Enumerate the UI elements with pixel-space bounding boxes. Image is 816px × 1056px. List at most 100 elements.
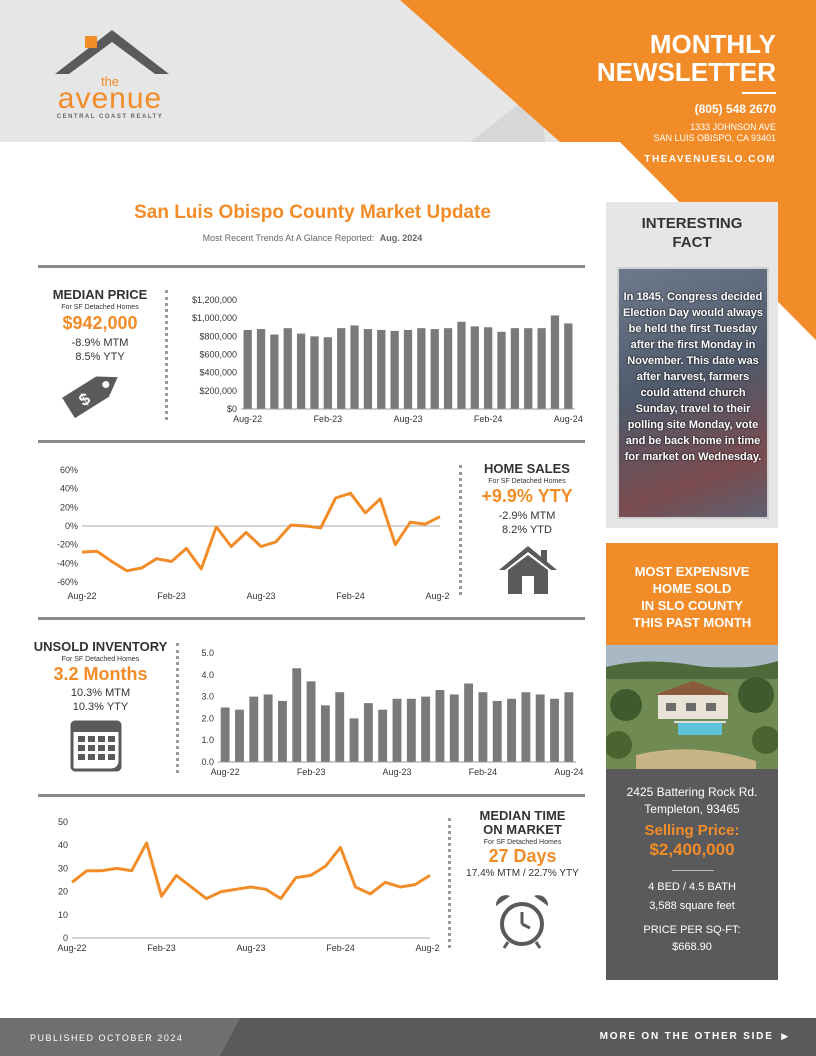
x-tick-label: Feb-24 [469,767,498,777]
price-per-sqft: $668.90 [672,941,712,953]
more-label: MORE ON THE OTHER SIDE [599,1031,774,1042]
home-address-line1: 2425 Battering Rock Rd. [626,785,758,799]
home-sales-mtm: -2.9% MTM [498,510,556,522]
home-sales-title: HOME SALES [484,461,570,476]
market-update-subtitle: Most Recent Trends At A Glance Reported:… [40,233,585,243]
x-tick-label: Aug-23 [236,943,265,953]
me-title-line2: HOME SOLD [652,581,732,596]
bar [278,700,287,762]
selling-price: $2,400,000 [649,840,735,859]
bar [390,330,399,409]
fact-background-image [617,267,769,519]
median-time-change: 17.4% MTM / 22.7% YTY [466,868,579,879]
section-divider [38,265,585,268]
bar [435,690,445,762]
published-date: PUBLISHED OCTOBER 2024 [30,1033,184,1043]
x-tick-label: Aug-23 [393,414,422,424]
bar [235,709,244,762]
more-on-other-side[interactable]: MORE ON THE OTHER SIDE ▶ [600,1031,790,1042]
bar [497,331,506,409]
home-sales-stats: HOME SALES For SF Detached Homes +9.9% Y… [467,461,587,537]
price-divider [672,870,714,871]
y-tick-label: 30 [58,863,68,873]
y-tick-label: $400,000 [199,368,237,378]
y-tick-label: -20% [57,540,78,550]
x-tick-label: Aug-22 [233,414,262,424]
home-sales-chart: -60% -40% -20% 0% 20% 40% 60% Aug-22 Feb-23 Aug-2… [57,465,450,601]
bar [377,329,386,409]
x-tick-label: Feb-24 [336,591,365,601]
square-feet: 3,588 square feet [649,900,735,912]
median-price-mtm: -8.9% MTM [71,337,129,349]
median-time-stats: MEDIAN TIME ON MARKET For SF Detached Ho… [455,809,590,881]
bar [306,681,316,762]
bar [270,334,279,409]
bar [378,709,388,762]
dotted-separator [165,290,168,420]
x-tick-label: Aug-24 [415,943,440,953]
bar [484,327,493,409]
most-expensive-title: MOST EXPENSIVE HOME SOLD IN SLO COUNTY T… [606,563,778,631]
unsold-inventory-stats: UNSOLD INVENTORY For SF Detached Homes 3… [28,639,173,714]
x-tick-label: Feb-23 [147,943,176,953]
bar [292,668,302,762]
footer-bar [0,1018,816,1056]
y-tick-label: 10 [58,910,68,920]
series-line [81,491,441,573]
selling-price-label: Selling Price: [644,822,740,839]
logo-roof-icon [55,30,169,74]
newsletter-title-line2: NEWSLETTER [596,57,776,87]
y-tick-label: 0 [63,933,68,943]
x-tick-label: Aug-22 [67,591,96,601]
bar [550,315,560,409]
logo-tagline: CENTRAL COAST REALTY [56,114,164,120]
y-tick-label: 4.0 [201,670,214,680]
home-sales-note: For SF Detached Homes [488,478,566,485]
logo-the: the [100,74,120,89]
y-tick-label: 0% [65,521,78,531]
unsold-inventory-yty: 10.3% YTY [72,701,129,713]
median-price-chart: $0 $200,000 $400,000 $600,000 $800,000 $1,000… [192,295,583,424]
y-tick-label: -40% [57,558,78,568]
y-tick-label: $200,000 [199,386,237,396]
bar [521,692,531,762]
website-link[interactable]: THEAVENUESLO.COM [644,154,776,165]
y-tick-label: 3.0 [201,692,214,702]
bar [363,329,373,409]
median-time-chart: 0 10 20 30 40 50 Aug-22 Feb-23 Aug-23 Feb-24 Aug-2… [57,817,440,953]
subtitle-date: Aug. 2024 [379,233,423,243]
bar [524,328,533,409]
unsold-inventory-value: 3.2 Months [53,664,148,684]
y-tick-label: 40 [58,840,68,850]
bar [350,325,359,409]
newsletter-title: MONTHLY NEWSLETTER [516,30,776,86]
play-arrow-icon: ▶ [781,1031,790,1041]
bar [443,328,453,409]
bar [537,328,546,409]
section-divider [38,794,585,797]
median-price-stats: MEDIAN PRICE For SF Detached Homes $942,… [40,287,160,364]
bar [349,718,359,762]
bar [449,694,459,762]
unsold-inventory-mtm: 10.3% MTM [70,687,131,699]
bar [310,336,319,409]
fact-title-line1: INTERESTING [641,215,743,232]
median-time-title-line2: ON MARKET [483,822,562,837]
median-price-note: For SF Detached Homes [61,304,139,311]
bar [363,703,373,762]
bar [564,323,573,409]
section-divider [38,617,585,620]
dotted-separator [176,643,179,773]
bar [510,328,520,409]
y-tick-label: 50 [58,817,68,827]
calendar-icon [70,720,122,772]
price-tag-icon: $ [62,376,118,419]
bar [337,328,346,409]
most-expensive-header [606,543,778,645]
home-address-line2: Templeton, 93465 [644,802,740,816]
y-tick-label: 1.0 [201,735,214,745]
phone-number[interactable]: (805) 548 2670 [694,102,776,116]
x-tick-label: Feb-24 [326,943,355,953]
y-tick-label: 2.0 [201,713,214,723]
unsold-inventory-chart: 0.0 1.0 2.0 3.0 4.0 5.0 Aug-22 Feb-23 Aug-23 Feb-… [201,648,583,777]
